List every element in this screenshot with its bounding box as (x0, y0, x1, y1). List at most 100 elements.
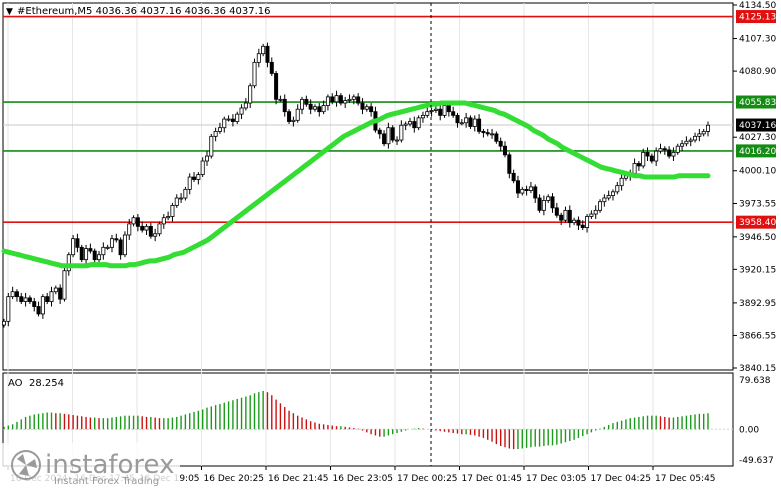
candle-body (122, 234, 127, 256)
candle-body (390, 127, 395, 141)
candle-body (204, 155, 209, 162)
candle-body (606, 195, 611, 199)
candle-body (511, 172, 516, 182)
x-tick-label: 17 Dec 00:25 (397, 474, 458, 484)
candle-body (641, 151, 646, 167)
instaforex-watermark: instaforex Instant Forex Trading (0, 443, 180, 489)
candle-body (546, 196, 551, 201)
candle-body (433, 108, 438, 111)
level-tag-label: 4125.13 (739, 13, 776, 23)
candle-body (278, 98, 283, 101)
candle-body (304, 98, 309, 105)
candle-body (485, 132, 490, 135)
candle-body (209, 135, 214, 157)
candle-body (153, 233, 158, 237)
candle-body (10, 291, 15, 298)
candle-body (32, 301, 37, 307)
x-tick-label: 16 Dec 20:25 (204, 474, 265, 484)
candle-body (554, 207, 559, 216)
candle-body (114, 238, 119, 241)
candle-body (75, 238, 80, 248)
candle-body (14, 291, 19, 298)
candle-body (330, 96, 335, 103)
candle-body (235, 113, 240, 122)
y-tick-label: 3946.50 (739, 233, 776, 243)
candle-body (40, 296, 45, 315)
vertical-grid (7, 3, 654, 466)
candle-body (515, 180, 520, 194)
candle-body (174, 197, 179, 206)
indicator-value: 28.254 (29, 378, 64, 389)
candle-body (6, 296, 11, 322)
y-tick-label: 4080.90 (739, 67, 776, 77)
candle-body (455, 114, 460, 124)
level-tag (736, 144, 776, 158)
candle-body (248, 85, 253, 104)
candle-body (321, 105, 326, 113)
y-tick-label: 3920.15 (739, 265, 776, 275)
symbol-header: #Ethereum,M5 4036.36 4037.16 4036.36 403… (17, 6, 271, 17)
candle-body (222, 118, 227, 129)
candle-body (157, 223, 162, 235)
candle-body (161, 217, 166, 225)
candle-body (343, 100, 348, 104)
candle-body (498, 140, 503, 147)
y-tick-label: 4000.10 (739, 167, 776, 177)
candle-body (127, 223, 132, 236)
chart-header-arrow: ▼ (6, 7, 13, 17)
candle-body (706, 124, 711, 132)
candle-body (602, 197, 607, 203)
candle-body (338, 95, 343, 104)
candle-body (477, 118, 482, 132)
candle-body (135, 217, 140, 227)
level-tag-label: 4055.83 (739, 98, 776, 108)
candle-body (572, 219, 577, 224)
candle-body (459, 122, 464, 125)
watermark-logo-text: instaforex (45, 450, 174, 480)
candle-body (213, 131, 218, 137)
candle-body (507, 154, 512, 174)
candle-body (62, 270, 67, 300)
ao-histogram (3, 390, 733, 450)
candle-body (472, 118, 477, 127)
candle-body (395, 139, 400, 142)
candle-body (377, 129, 382, 135)
candle-body (261, 45, 266, 55)
candle-body (438, 108, 443, 116)
candle-body (19, 296, 24, 302)
y-tick-label: 4027.30 (739, 133, 776, 143)
candle-body (451, 111, 456, 116)
candle-body (312, 106, 317, 110)
candle-body (239, 107, 244, 115)
level-tag-label: 3958.40 (739, 218, 776, 228)
candle-body (382, 133, 387, 145)
moving-average-line (1, 100, 711, 269)
candle-body (252, 61, 257, 87)
candle-body (667, 149, 672, 157)
candle-body (446, 105, 451, 113)
candle-body (632, 163, 637, 174)
candle-body (183, 188, 188, 199)
candle-body (563, 209, 568, 221)
candle-body (429, 110, 434, 113)
candle-body (615, 185, 620, 193)
level-tag (736, 95, 776, 109)
candle-body (693, 135, 698, 141)
x-tick-label: 17 Dec 04:25 (591, 474, 652, 484)
watermark-tagline: Instant Forex Trading (54, 476, 159, 487)
candle-body (170, 204, 175, 217)
candle-body (701, 131, 706, 135)
candle-body (166, 216, 171, 219)
candle-body (412, 121, 417, 129)
horizontal-levels (3, 15, 733, 223)
candle-body (118, 239, 123, 256)
candle-body (533, 186, 538, 199)
candle-body (576, 219, 581, 226)
candle-body (407, 121, 412, 125)
candle-body (550, 196, 555, 209)
candle-body (420, 114, 425, 119)
candle-body (481, 131, 486, 134)
candle-body (131, 217, 136, 225)
ao-tick-label: 79.638 (739, 376, 771, 386)
